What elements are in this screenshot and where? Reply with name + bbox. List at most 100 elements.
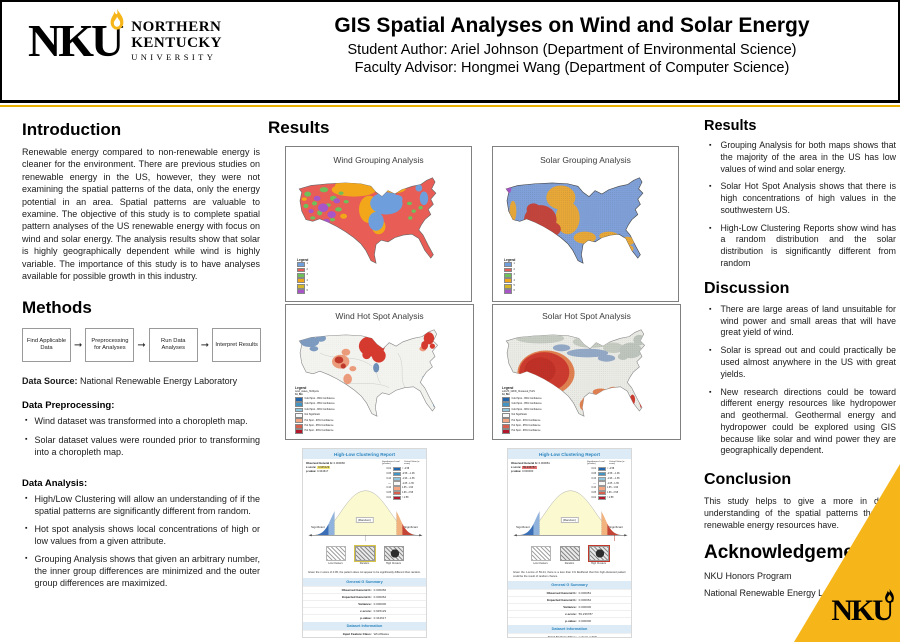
thumb-low-clusters bbox=[530, 546, 551, 561]
legend-swatch bbox=[502, 418, 510, 424]
thumb-random bbox=[559, 546, 580, 561]
legend-layer: solGHI_GRID_Clustered_HotS bbox=[502, 389, 535, 393]
report-solar-clustering: High-Low Clustering Report Observed Gene… bbox=[507, 448, 632, 638]
thumb-high-clusters bbox=[383, 546, 404, 561]
list-item: High-Low Clustering Reports show wind ha… bbox=[706, 223, 896, 270]
report-stats: Observed General G: 0.000066 z-score: 0.… bbox=[306, 462, 345, 474]
legend-swatch bbox=[295, 413, 303, 418]
us-map-solar-grouping bbox=[505, 177, 644, 264]
legend-swatch bbox=[504, 283, 512, 289]
report-wind-clustering: High-Low Clustering Report Observed Gene… bbox=[302, 448, 427, 638]
map-title: Wind Hot Spot Analysis bbox=[335, 311, 424, 321]
preprocessing-heading: Data Preprocessing: bbox=[22, 400, 115, 412]
cluster-thumbnails: Low Clusters Random High Clusters bbox=[508, 545, 631, 570]
acknowledgement-item: NKU Honors Program bbox=[704, 570, 792, 581]
list-item: Hot spot analysis shows local concentrat… bbox=[24, 523, 260, 547]
flow-step-1: Find Applicable Data bbox=[22, 328, 71, 363]
middle-column: Results Wind Grouping Analysis bbox=[268, 112, 698, 642]
left-column: Introduction Renewable energy compared t… bbox=[22, 112, 262, 595]
nku-logo: NKU NORTHERN KENTUCKY UNIVERSITY bbox=[28, 8, 222, 66]
flame-icon bbox=[885, 588, 894, 604]
data-source-line: Data Source: National Renewable Energy L… bbox=[22, 376, 260, 386]
legend-title: Legend bbox=[297, 257, 309, 262]
list-item: Grouping Analysis shows that given an ar… bbox=[24, 553, 260, 589]
legend-swatch bbox=[502, 396, 510, 402]
data-source-label: Data Source: bbox=[22, 376, 78, 387]
z-score-highlight: 59.236787 bbox=[522, 466, 537, 470]
discussion-list: There are large areas of land unsuitable… bbox=[704, 304, 896, 457]
legend-swatch bbox=[392, 476, 401, 481]
significant-label-right: Significant bbox=[609, 525, 623, 529]
list-item: Solar dataset values were rounded prior … bbox=[24, 434, 260, 458]
preprocessing-list: Wind dataset was transformed into a chor… bbox=[22, 415, 260, 457]
acknowledgements-heading: Acknowledgements bbox=[704, 541, 883, 563]
legend-swatch bbox=[392, 486, 401, 491]
legend-swatch bbox=[502, 413, 510, 418]
nku-corner-text: NKU bbox=[831, 594, 894, 627]
legend-swatch bbox=[597, 496, 606, 501]
acknowledgement-item: National Renewable Energy Laboratory bbox=[704, 587, 862, 598]
significant-label-left: Significant bbox=[311, 525, 325, 529]
divider-gold bbox=[0, 105, 900, 107]
conclusion-body: This study helps to give a more in depth… bbox=[704, 496, 896, 531]
legend-title: Legend bbox=[502, 386, 514, 391]
random-label: (Random) bbox=[355, 517, 374, 523]
map-title: Wind Grouping Analysis bbox=[333, 155, 424, 165]
results-heading: Results bbox=[704, 118, 757, 134]
legend-swatch bbox=[297, 262, 305, 268]
legend-swatch bbox=[504, 273, 512, 278]
introduction-body: Renewable energy compared to non-renewab… bbox=[22, 147, 260, 282]
legend-swatch bbox=[295, 423, 303, 429]
summary-section-title: General G Summary bbox=[303, 577, 426, 586]
advisor-line: Faculty Advisor: Hongmei Wang (Departmen… bbox=[354, 60, 790, 76]
report-caption: Given the z-score of 0.95, the pattern d… bbox=[308, 571, 421, 574]
legend-swatch bbox=[502, 423, 510, 429]
list-item: Solar Hot Spot Analysis shows that there… bbox=[706, 181, 896, 216]
report-title: High-Low Clustering Report bbox=[303, 449, 426, 459]
thumb-low-clusters bbox=[325, 546, 346, 561]
data-source-value: National Renewable Energy Laboratory bbox=[77, 376, 238, 387]
nku-corner-logo: NKU bbox=[831, 588, 894, 627]
legend-swatch bbox=[295, 396, 303, 402]
legend-swatch bbox=[392, 471, 401, 476]
legend-swatch bbox=[597, 476, 606, 481]
legend-swatch bbox=[297, 267, 305, 273]
divider-black bbox=[0, 100, 900, 103]
legend-swatch bbox=[504, 289, 512, 294]
legend-swatch bbox=[597, 466, 606, 472]
methods-heading: Methods bbox=[22, 298, 92, 318]
list-item: There are large areas of land unsuitable… bbox=[706, 304, 896, 339]
legend-layer: wind_states_HotSpots bbox=[295, 389, 319, 393]
dataset-section-title: Dataset Information bbox=[303, 621, 426, 630]
legend-swatch bbox=[392, 481, 401, 486]
list-item: Grouping Analysis for both maps shows th… bbox=[706, 140, 896, 175]
report-significance-legend: Significance Level (p-value) Critical Val… bbox=[587, 461, 625, 501]
nku-acronym: NKU bbox=[28, 8, 124, 66]
legend-title: Legend bbox=[504, 257, 516, 262]
report-caption: Given the z-score of 59.24, there is a l… bbox=[513, 571, 626, 578]
bell-curve-chart bbox=[513, 490, 628, 542]
cluster-thumbnails: Low Clusters Random High Clusters bbox=[303, 545, 426, 570]
discussion-heading: Discussion bbox=[704, 279, 790, 297]
poster-title: GIS Spatial Analyses on Wind and Solar E… bbox=[334, 14, 810, 37]
map-wind-hotspot: Wind Hot Spot Analysis bbox=[285, 304, 474, 440]
map-legend: Legend 1 2 3 4 5 6 bbox=[296, 256, 310, 295]
nku-acronym-text: NKU bbox=[28, 15, 124, 66]
wordmark-line3: UNIVERSITY bbox=[131, 51, 217, 62]
list-item: High/Low Clustering will allow an unders… bbox=[24, 493, 260, 517]
z-score-highlight: 0.945129 bbox=[317, 466, 331, 470]
map-solar-hotspot: Solar Hot Spot Analysis bbox=[492, 304, 681, 440]
report-significance-legend: Significance Level (p-value) Critical Val… bbox=[382, 461, 420, 501]
right-column: Results Grouping Analysis for both maps … bbox=[704, 112, 896, 605]
legend-swatch bbox=[295, 429, 303, 434]
flow-step-3: Run Data Analyses bbox=[148, 328, 198, 363]
flow-arrow-icon: ➞ bbox=[74, 339, 83, 351]
methods-flowchart: Find Applicable Data ➞ Preprocessing for… bbox=[22, 328, 262, 363]
wordmark-line1: NORTHERN bbox=[131, 19, 222, 36]
legend-swatch bbox=[597, 491, 606, 496]
report-stats: Observed General G: 0.000081 z-score: 59… bbox=[511, 462, 550, 474]
wordmark-line2: KENTUCKY bbox=[131, 34, 222, 51]
header: NKU NORTHERN KENTUCKY UNIVERSITY GIS Spa… bbox=[0, 0, 900, 100]
map-wind-grouping: Wind Grouping Analysis bbox=[285, 146, 472, 302]
flow-arrow-icon: ➞ bbox=[200, 339, 210, 351]
